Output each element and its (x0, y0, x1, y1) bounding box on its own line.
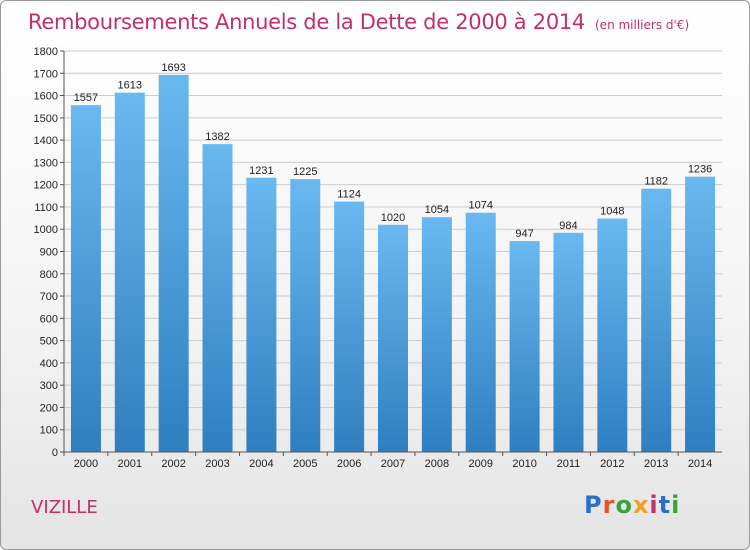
x-tick-label-2007: 2007 (381, 458, 405, 470)
y-tick-label: 0 (52, 447, 58, 459)
x-tick-label-2004: 2004 (249, 458, 273, 470)
y-tick-label: 300 (40, 380, 58, 392)
bar-2001 (114, 92, 145, 452)
value-label-2011: 984 (559, 220, 577, 232)
value-label-2006: 1124 (337, 189, 361, 201)
value-label-2012: 1048 (600, 206, 624, 218)
bar-2006 (334, 201, 365, 452)
x-tick-label-2011: 2011 (557, 458, 581, 470)
y-tick-label: 1300 (34, 157, 58, 169)
y-tick-label: 1100 (34, 202, 58, 214)
value-label-2010: 947 (515, 228, 533, 240)
y-tick-label: 600 (40, 313, 58, 325)
bars: 1557 1613 1693 1382 1231 1225 1124 1020 1054 1074… (70, 62, 716, 453)
y-tick-label: 700 (40, 291, 58, 303)
bar-2004 (246, 177, 277, 452)
value-label-2002: 1693 (161, 62, 185, 74)
x-axis: 2000 2001 2002 2003 2004 2005 2006 2007 2008 2009… (63, 451, 722, 470)
logo-letter: i (671, 491, 681, 519)
value-label-2009: 1074 (468, 200, 492, 212)
y-tick-label: 500 (40, 336, 58, 348)
y-tick-label: 1400 (34, 135, 58, 147)
value-label-2001: 1613 (118, 80, 142, 92)
x-tick-label-2000: 2000 (74, 458, 98, 470)
logo-letter: i (649, 491, 659, 519)
place-name: VIZILLE (31, 497, 98, 518)
bar-2014 (685, 176, 716, 452)
y-tick-label: 200 (40, 402, 58, 414)
logo-letter: t (658, 491, 672, 519)
bar-2005 (290, 179, 321, 452)
bar-2008 (421, 217, 452, 452)
chart-title-text: Remboursements Annuels de la Dette de 20… (28, 10, 585, 34)
x-tick-label-2006: 2006 (337, 458, 361, 470)
value-label-2013: 1182 (644, 176, 668, 188)
y-tick-label: 400 (40, 358, 58, 370)
x-tick-label-2014: 2014 (688, 458, 712, 470)
bar-2011 (553, 232, 584, 452)
x-tick-label-2001: 2001 (118, 458, 142, 470)
value-label-2000: 1557 (74, 92, 98, 104)
x-tick-label-2013: 2013 (644, 458, 668, 470)
value-label-2008: 1054 (425, 204, 449, 216)
y-tick-label: 1500 (34, 113, 58, 125)
bar-2009 (465, 212, 496, 452)
bar-2000 (70, 105, 101, 452)
x-tick-label-2010: 2010 (512, 458, 536, 470)
bar-2010 (509, 241, 540, 452)
x-tick-label-2002: 2002 (161, 458, 185, 470)
bar-2002 (158, 74, 189, 452)
y-tick-label: 900 (40, 247, 58, 259)
bar-2007 (378, 224, 408, 452)
y-tick-label: 1200 (34, 180, 58, 192)
x-tick-label-2005: 2005 (293, 458, 317, 470)
y-tick-label: 1600 (34, 91, 58, 103)
y-tick-label: 1700 (34, 68, 58, 80)
chart-subtitle: (en milliers d'€) (595, 18, 690, 32)
value-label-2005: 1225 (293, 166, 317, 178)
bar-2003 (202, 144, 233, 453)
logo-letter: P (584, 491, 603, 519)
value-label-2014: 1236 (688, 164, 712, 176)
x-tick-label-2008: 2008 (425, 458, 449, 470)
x-tick-label-2003: 2003 (205, 458, 229, 470)
y-axis: 0 100 200 300 400 500 600 700 800 900 1000 1100 1200… (34, 46, 65, 459)
x-tick-label-2009: 2009 (468, 458, 492, 470)
logo-letter: x (632, 491, 650, 519)
bar-2012 (597, 218, 628, 452)
chart-title: Remboursements Annuels de la Dette de 20… (28, 10, 689, 34)
logo-letter: o (615, 491, 633, 519)
x-tick-label-2012: 2012 (600, 458, 624, 470)
value-label-2003: 1382 (205, 131, 229, 143)
proxiti-logo: Proxiti (584, 491, 680, 519)
logo-letter: r (602, 491, 616, 519)
y-tick-label: 1800 (34, 46, 58, 58)
value-label-2004: 1231 (249, 165, 273, 177)
y-tick-label: 100 (40, 425, 58, 437)
y-tick-label: 1000 (34, 224, 58, 236)
y-tick-label: 800 (40, 269, 58, 281)
value-label-2007: 1020 (381, 212, 405, 224)
bar-2013 (641, 188, 672, 452)
